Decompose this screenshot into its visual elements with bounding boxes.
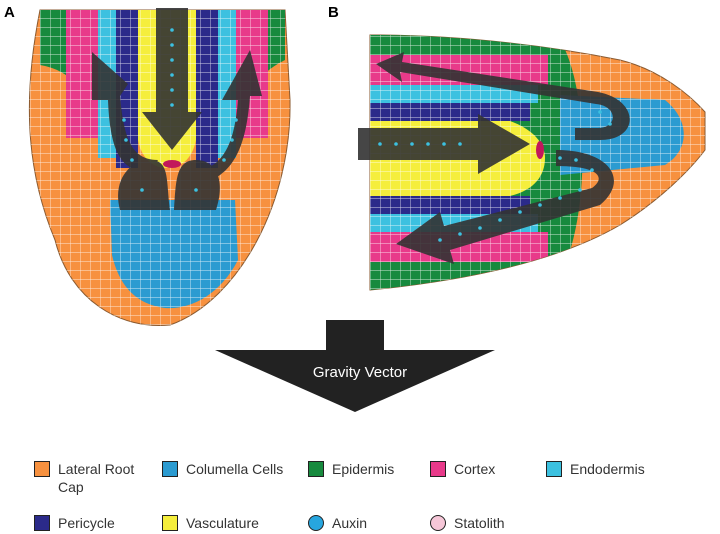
panel-label-a: A <box>4 4 15 21</box>
root-b <box>358 34 706 291</box>
auxin-dots-b <box>378 110 612 242</box>
legend-label: Pericycle <box>58 515 115 531</box>
root-a <box>28 8 291 327</box>
legend-label: Statolith <box>454 515 505 531</box>
legend-statolith: Statolith <box>430 514 505 532</box>
pericycle-swatch <box>34 515 50 531</box>
gravity-vector-arrow <box>215 320 495 412</box>
cortex-swatch <box>430 461 446 477</box>
lateral-root-cap-swatch <box>34 461 50 477</box>
auxin-dots-a <box>122 28 238 192</box>
statolith-b <box>536 141 544 159</box>
legend-cortex: Cortex <box>430 460 495 478</box>
legend-columella-cells: Columella Cells <box>162 460 283 478</box>
legend-lateral-root-cap: Lateral Root Cap <box>34 460 158 496</box>
legend-label: Lateral Root Cap <box>58 461 135 495</box>
gravity-vector-label: Gravity Vector <box>312 364 408 381</box>
legend-label: Auxin <box>332 515 368 531</box>
legend-vasculature: Vasculature <box>162 514 259 532</box>
columella-cells-swatch <box>162 461 178 477</box>
legend-label: Epidermis <box>332 461 395 477</box>
endodermis-swatch <box>546 461 562 477</box>
legend-label: Cortex <box>454 461 496 477</box>
legend-label: Endodermis <box>570 461 645 477</box>
legend-pericycle: Pericycle <box>34 514 115 532</box>
epidermis-swatch <box>308 461 324 477</box>
legend-endodermis: Endodermis <box>546 460 645 478</box>
legend-label: Vasculature <box>186 515 259 531</box>
legend-auxin: Auxin <box>308 514 367 532</box>
panel-label-b: B <box>328 4 339 21</box>
legend-epidermis: Epidermis <box>308 460 394 478</box>
statolith-a <box>163 160 181 168</box>
auxin-swatch <box>308 515 324 531</box>
vasculature-swatch <box>162 515 178 531</box>
statolith-swatch <box>430 515 446 531</box>
legend-label: Columella Cells <box>186 461 284 477</box>
auxin-flow-a <box>92 8 262 210</box>
